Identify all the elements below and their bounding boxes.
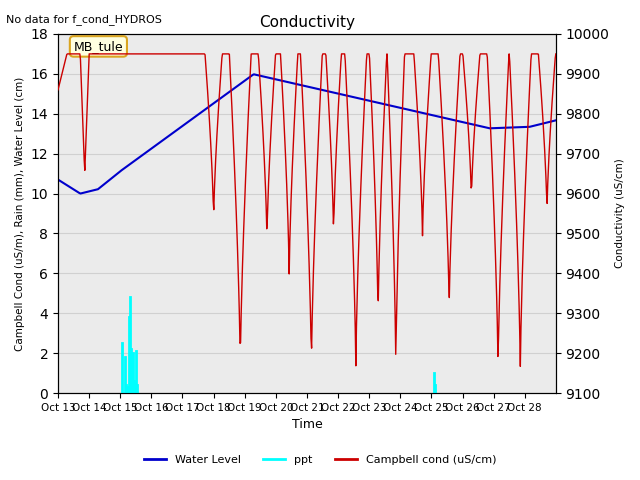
Text: MB_tule: MB_tule bbox=[74, 40, 124, 53]
X-axis label: Time: Time bbox=[292, 419, 323, 432]
Title: Conductivity: Conductivity bbox=[259, 15, 355, 30]
Y-axis label: Campbell Cond (uS/m), Rain (mm), Water Level (cm): Campbell Cond (uS/m), Rain (mm), Water L… bbox=[15, 76, 25, 351]
Legend: Water Level, ppt, Campbell cond (uS/cm): Water Level, ppt, Campbell cond (uS/cm) bbox=[140, 451, 500, 469]
Text: No data for f_cond_HYDROS: No data for f_cond_HYDROS bbox=[6, 14, 163, 25]
Y-axis label: Conductivity (uS/cm): Conductivity (uS/cm) bbox=[615, 159, 625, 268]
